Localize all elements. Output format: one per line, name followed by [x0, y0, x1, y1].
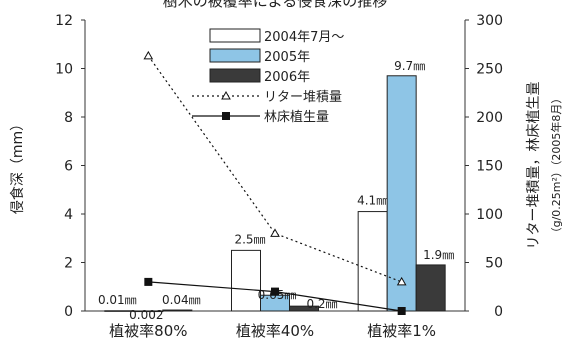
chart-title: 樹木の被覆率による侵食深の推移 — [163, 0, 388, 10]
left-tick-label: 0 — [64, 304, 73, 320]
left-axis-title: 侵食深（mm） — [9, 117, 26, 214]
legend-swatch — [209, 48, 261, 63]
bar-data-label: 0.2㎜ — [306, 297, 337, 311]
right-tick-label: 250 — [476, 62, 503, 78]
category-label: 植被率40% — [236, 322, 314, 340]
bar-data-label: 9.7㎜ — [394, 59, 425, 73]
bar-data-label: 1.9㎜ — [423, 248, 454, 262]
line-marker-triangle — [143, 50, 154, 60]
left-tick-label: 12 — [55, 13, 73, 29]
bar-data-label: 0.01㎜ — [98, 293, 137, 307]
bar-1 — [231, 249, 261, 312]
left-tick-label: 4 — [64, 207, 73, 223]
right-tick-label: 50 — [485, 256, 503, 272]
line-marker-square — [397, 307, 406, 315]
bar-1 — [357, 211, 388, 312]
line-marker-triangle — [396, 276, 407, 286]
right-tick-label: 300 — [476, 13, 503, 29]
left-tick-label: 10 — [55, 62, 73, 78]
legend-marker-square — [222, 112, 230, 120]
legend-label: 2006年 — [264, 70, 310, 85]
legend-swatch — [209, 28, 261, 43]
right-tick-label: 0 — [494, 304, 503, 320]
legend-swatch — [209, 68, 261, 83]
right-tick-label: 200 — [476, 110, 503, 126]
bar-data-label: 2.5㎜ — [234, 232, 265, 246]
bar-data-label: 0.002 — [129, 308, 163, 322]
right-axis-unit: （g/0.25m²）（2005年8月） — [549, 93, 563, 239]
bar-3 — [415, 264, 446, 312]
line-marker-triangle — [270, 228, 280, 237]
bar-data-label: 4.1㎜ — [357, 194, 388, 208]
right-tick-label: 100 — [476, 207, 503, 223]
category-label: 植被率80% — [109, 322, 187, 340]
left-tick-label: 8 — [64, 110, 73, 126]
bar-data-label: 0.04㎜ — [162, 293, 201, 307]
bar-3 — [289, 305, 319, 312]
legend-label: 2005年 — [264, 50, 310, 65]
category-label: 植被率1% — [367, 322, 436, 340]
line-marker-square — [271, 287, 279, 296]
line-marker-square — [144, 277, 153, 286]
bar-3 — [162, 309, 193, 312]
right-axis-title: リター堆積量，林床植生量 — [526, 82, 542, 250]
legend-label: 2004年7月～ — [264, 30, 344, 45]
legend-label: リター堆積量 — [264, 90, 342, 105]
bar-2 — [386, 75, 417, 312]
right-tick-label: 150 — [476, 159, 503, 175]
legend-label: 林床植生量 — [264, 110, 329, 125]
left-tick-label: 2 — [64, 256, 73, 272]
left-tick-label: 6 — [64, 159, 73, 175]
legend-marker-triangle — [221, 90, 231, 100]
